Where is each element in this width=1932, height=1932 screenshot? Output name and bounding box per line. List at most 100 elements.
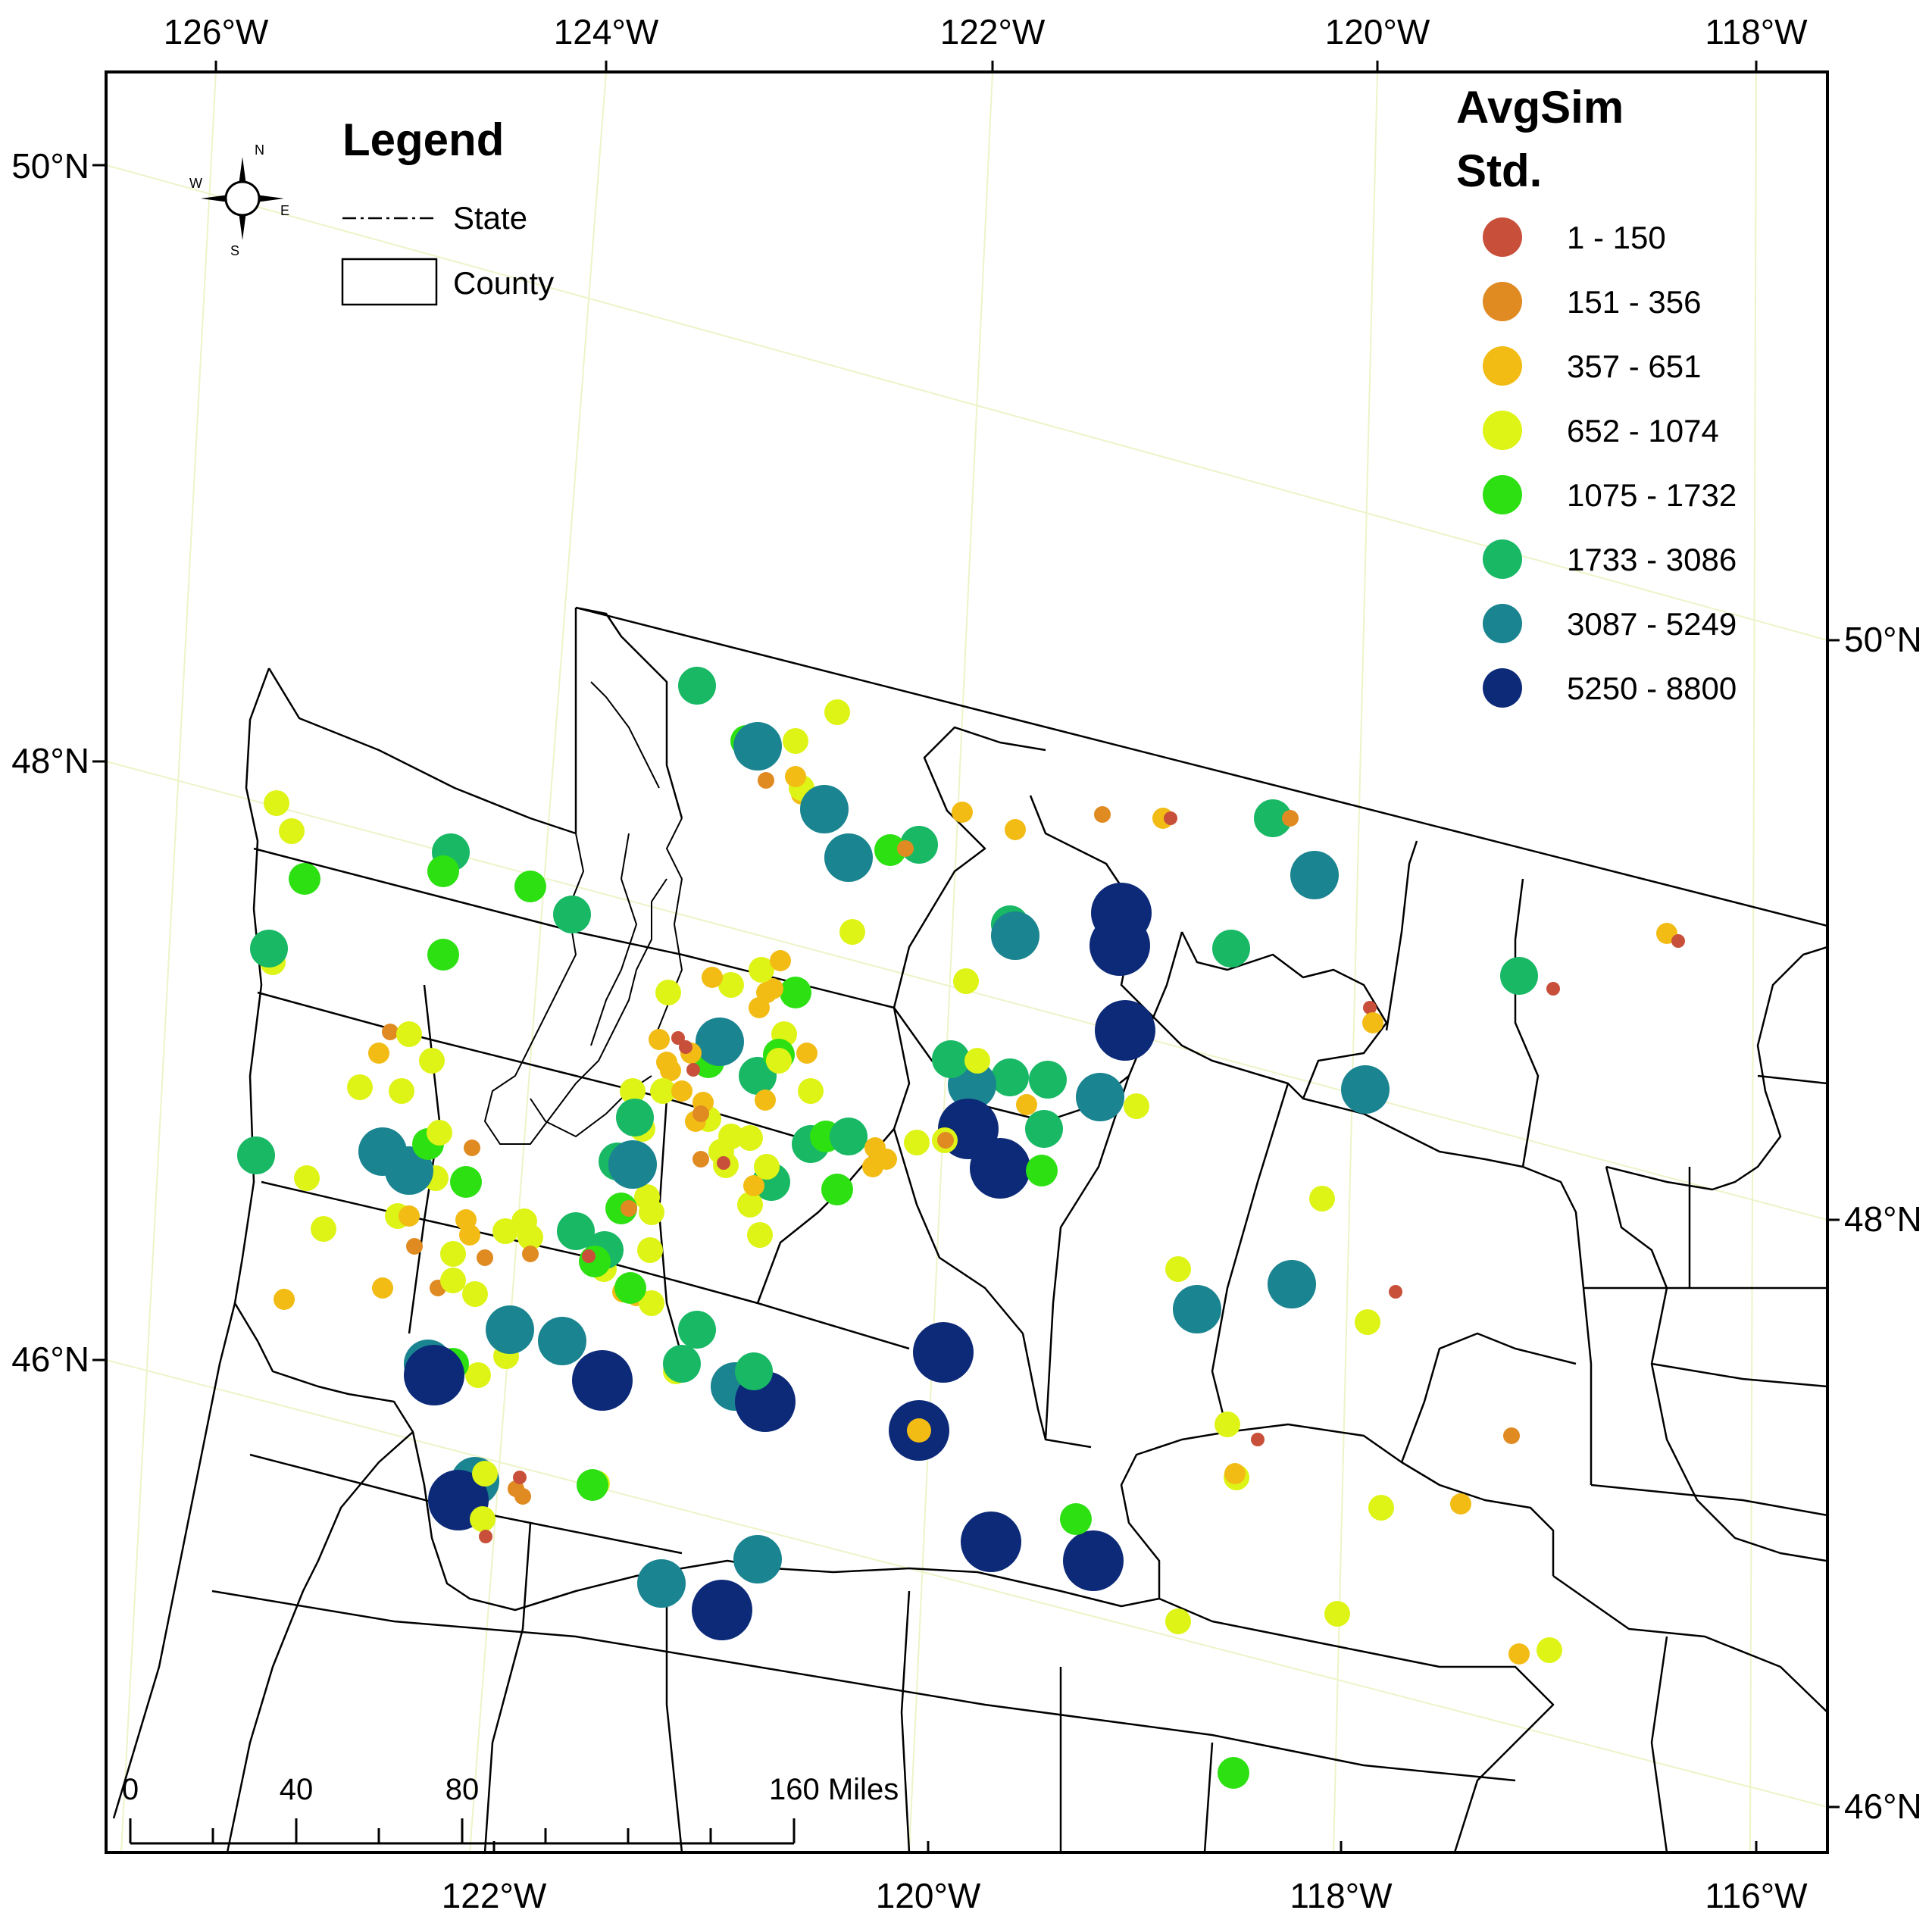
- site-marker: [692, 1105, 709, 1122]
- site-marker: [783, 728, 808, 754]
- site-marker: [486, 1305, 534, 1354]
- site-marker: [1503, 1427, 1520, 1444]
- map-frame: [105, 70, 1829, 1854]
- site-marker: [237, 1136, 275, 1174]
- site-marker: [663, 1345, 701, 1383]
- site-marker: [311, 1216, 336, 1242]
- site-marker: [1282, 810, 1299, 827]
- site-marker: [1089, 915, 1150, 976]
- site-marker: [579, 1246, 611, 1277]
- site-marker: [1095, 1000, 1155, 1061]
- site-marker: [717, 1156, 730, 1170]
- compass-n-label: N: [255, 142, 264, 158]
- site-marker: [639, 1199, 664, 1225]
- class-label: 3087 - 5249: [1567, 606, 1737, 642]
- site-marker: [582, 1249, 596, 1263]
- compass-e-label: E: [280, 203, 289, 218]
- site-marker: [1224, 1463, 1246, 1484]
- site-marker: [1060, 1503, 1092, 1535]
- site-marker: [798, 1078, 824, 1104]
- site-marker: [1218, 1757, 1249, 1789]
- scale-label: 40: [280, 1773, 314, 1806]
- lon-label-bottom: 118°W: [1290, 1876, 1393, 1915]
- legend-title: Legend: [342, 114, 504, 165]
- site-marker: [1362, 1012, 1383, 1033]
- site-marker: [656, 1052, 677, 1073]
- site-marker: [1076, 1073, 1124, 1121]
- site-marker: [511, 1208, 537, 1234]
- site-marker: [462, 1281, 488, 1307]
- site-marker: [1389, 1285, 1402, 1299]
- site-marker: [961, 1512, 1021, 1572]
- site-marker: [1215, 1411, 1240, 1437]
- site-marker: [932, 1040, 970, 1078]
- site-marker: [770, 950, 791, 971]
- site-marker: [749, 957, 774, 983]
- site-marker: [538, 1317, 586, 1365]
- site-marker: [876, 1149, 897, 1170]
- site-marker: [785, 766, 806, 787]
- site-marker: [404, 1345, 464, 1405]
- class-label: 1 - 150: [1567, 220, 1666, 255]
- site-marker: [621, 1200, 637, 1217]
- site-marker: [637, 1237, 663, 1263]
- site-marker: [577, 1469, 608, 1501]
- site-marker: [614, 1272, 646, 1304]
- site-marker: [766, 1048, 792, 1074]
- county-box-symbol: [341, 258, 438, 306]
- site-marker: [754, 1154, 780, 1180]
- site-marker: [264, 790, 289, 816]
- site-marker: [472, 1461, 498, 1487]
- site-marker: [1254, 799, 1292, 837]
- site-marker: [678, 667, 716, 705]
- site-marker: [399, 1205, 420, 1227]
- site-marker: [1290, 851, 1339, 899]
- class-label: 151 - 356: [1567, 284, 1701, 320]
- site-marker: [952, 802, 973, 823]
- site-marker: [389, 1078, 414, 1104]
- site-marker: [839, 919, 865, 945]
- class-swatch: [1483, 668, 1522, 708]
- site-marker: [1537, 1637, 1562, 1663]
- frame-ticks: [92, 61, 1840, 1852]
- class-swatch: [1483, 346, 1522, 386]
- site-marker: [991, 1058, 1029, 1096]
- legend-state-label: State: [453, 200, 527, 236]
- site-marker: [492, 1218, 518, 1244]
- class-label: 5250 - 8800: [1567, 671, 1737, 706]
- site-marker: [1016, 1094, 1037, 1115]
- class-swatch: [1483, 539, 1522, 579]
- site-marker: [1341, 1065, 1390, 1114]
- site-marker: [718, 972, 744, 998]
- site-marker: [1309, 1186, 1335, 1211]
- site-marker: [450, 1166, 482, 1198]
- site-marker: [735, 1352, 773, 1390]
- site-marker: [479, 1530, 492, 1543]
- site-marker: [637, 1559, 686, 1608]
- site-marker: [1212, 930, 1250, 968]
- site-marker: [1005, 819, 1026, 840]
- avgsim-legend: AvgSim Std. 1 - 150 151 - 356 357 - 651 652…: [1456, 82, 1737, 708]
- legend-county-label: County: [453, 265, 554, 301]
- site-marker: [620, 1078, 646, 1104]
- site-marker: [907, 1418, 931, 1443]
- site-marker: [514, 871, 546, 902]
- class-swatch: [1483, 282, 1522, 321]
- site-marker: [347, 1074, 373, 1100]
- site-marker: [733, 722, 782, 771]
- site-marker: [671, 1031, 685, 1045]
- site-marker: [372, 1277, 393, 1299]
- class-label: 357 - 651: [1567, 349, 1701, 384]
- site-marker: [1508, 1643, 1530, 1665]
- lat-label-left: 50°N: [11, 146, 89, 186]
- site-marker: [1450, 1493, 1471, 1515]
- site-marker: [991, 911, 1039, 960]
- site-marker: [1165, 1256, 1191, 1282]
- site-marker: [572, 1350, 633, 1411]
- site-marker: [553, 896, 591, 933]
- site-marker: [737, 1192, 763, 1218]
- site-marker: [464, 1140, 480, 1156]
- graticule-labels-right: 50°N 48°N 46°N: [1844, 620, 1922, 1826]
- site-marker: [440, 1241, 466, 1267]
